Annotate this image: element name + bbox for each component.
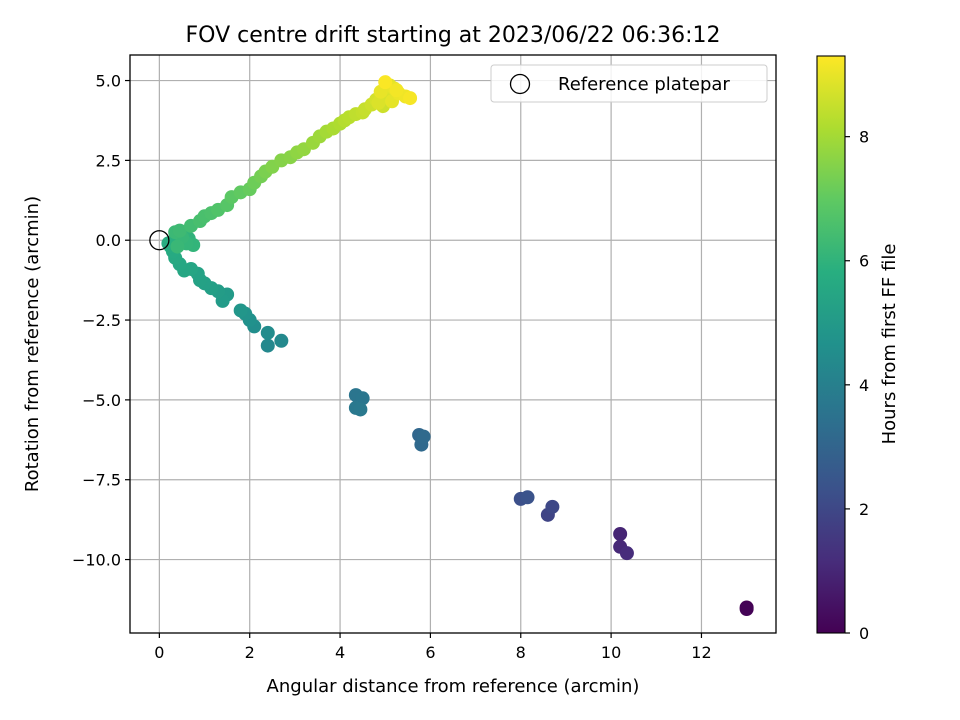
x-tick-label: 4	[335, 643, 345, 662]
data-point	[416, 429, 431, 444]
y-tick-label: 2.5	[96, 151, 121, 170]
data-point	[739, 602, 754, 617]
reference-platepar-marker	[149, 230, 170, 251]
x-tick-label: 8	[516, 643, 526, 662]
colorbar-tick-label: 8	[859, 128, 869, 147]
data-point	[403, 91, 418, 106]
plot-frame	[129, 54, 777, 634]
y-tick-label: −2.5	[82, 311, 121, 330]
x-tick-label: 2	[245, 643, 255, 662]
data-points	[161, 75, 754, 617]
data-point	[172, 223, 187, 238]
data-point	[378, 75, 393, 90]
y-axis-label: Rotation from reference (arcmin)	[22, 196, 43, 492]
y-tick-label: −5.0	[82, 391, 121, 410]
reference-marker-layer	[149, 230, 170, 251]
y-tick-label: 5.0	[96, 72, 121, 91]
legend-box	[490, 64, 768, 103]
y-tick-label: −7.5	[82, 471, 121, 490]
data-point	[170, 239, 185, 254]
colorbar-label: Hours from first FF file	[879, 244, 900, 445]
y-tick-label: −10.0	[72, 551, 121, 570]
data-point	[613, 527, 628, 542]
y-axis-ticks: 5.0 2.5 0.0 −2.5 −5.0 −7.5 −10.0	[72, 72, 130, 570]
data-point	[371, 95, 386, 110]
data-point	[233, 303, 248, 318]
data-point	[274, 333, 289, 348]
chart-title: FOV centre drift starting at 2023/06/22 …	[186, 23, 721, 48]
x-axis-label: Angular distance from reference (arcmin)	[267, 676, 640, 697]
grid	[130, 55, 776, 633]
legend-marker	[509, 73, 531, 95]
x-axis-ticks: 0 2 4 6 8 10 12	[154, 633, 712, 662]
x-tick-label: 10	[601, 643, 621, 662]
data-point	[619, 546, 634, 561]
data-point	[389, 83, 404, 98]
colorbar-tick-label: 6	[859, 252, 869, 271]
colorbar-tick-label: 0	[859, 624, 869, 643]
colorbar-tick-label: 2	[859, 500, 869, 519]
y-tick-label: 0.0	[96, 231, 121, 250]
colorbar-ticks: 0 2 4 6 8	[845, 128, 869, 643]
x-tick-label: 6	[425, 643, 435, 662]
x-tick-label: 12	[691, 643, 711, 662]
data-point	[520, 490, 535, 505]
data-point	[260, 338, 275, 353]
data-point	[260, 325, 275, 340]
colorbar	[816, 55, 846, 634]
x-tick-label: 0	[154, 643, 164, 662]
legend: Reference platepar	[490, 64, 768, 103]
data-point	[353, 402, 368, 417]
colorbar-tick-label: 4	[859, 376, 869, 395]
data-point	[545, 499, 560, 514]
legend-label: Reference platepar	[558, 74, 730, 95]
